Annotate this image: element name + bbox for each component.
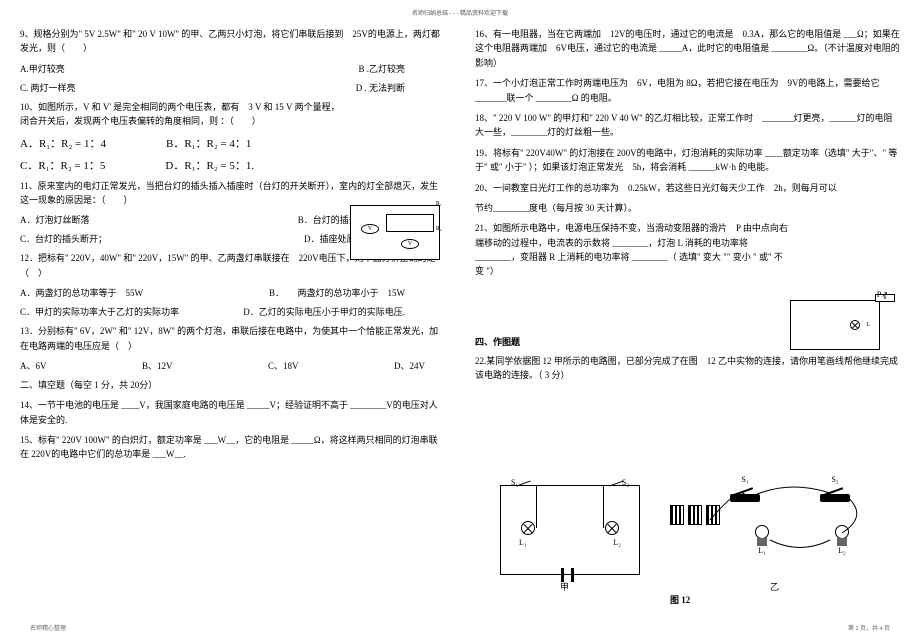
- q13-d: D、24V: [394, 359, 425, 372]
- q21-text: 21、如图所示电路中，电源电压保持不变，当滑动变阻器的滑片 P 由中点向右端移动…: [475, 221, 900, 279]
- section2-title: 二、填空题（每空 1 分，共 20分）: [20, 378, 445, 392]
- q10-d: D．R₁：R₂ = 5：1.: [165, 157, 254, 173]
- q10-b: B．R₁：R₂ = 4：1: [166, 135, 251, 151]
- resistor-r1-label: R₁: [436, 201, 442, 207]
- q13-text: 13．分别标有" 6V，2W" 和" 12V，8W" 的两个灯泡，串联后接在电路…: [20, 324, 445, 353]
- q9-a: A.甲灯较亮: [20, 62, 65, 75]
- lamp-l-icon: [850, 320, 860, 330]
- label-yi: 乙: [770, 580, 779, 593]
- lamp-l-label: L: [866, 322, 870, 328]
- q12-d: D．乙灯的实际电压小于甲灯的实际电压.: [243, 305, 405, 318]
- q21-circuit-diagram: R P↗ L: [790, 300, 890, 360]
- q13-b: B、12V: [142, 359, 173, 372]
- q12-opts-ab: A．两盏灯的总功率等于 55W B． 两盏灯的总功率小于 15W: [20, 286, 445, 299]
- q11-c: C．台灯的插头断开；: [20, 232, 107, 245]
- slider-p: P↗: [877, 290, 888, 299]
- label-l1: L₁: [519, 538, 527, 547]
- q9-c: C. 两灯一样亮: [20, 81, 76, 94]
- q9-b: B .乙灯较亮: [358, 62, 405, 75]
- q19-text: 19、将标有" 220V40W" 的灯泡接在 200V的电路中，灯泡消耗的实际功…: [475, 146, 900, 175]
- voltmeter-v2: V: [401, 239, 419, 249]
- q20b-text: 节约________度电（每月按 30 天计算）。: [475, 201, 900, 215]
- q14-text: 14、一节干电池的电压是 ____V，我国家庭电路的电压是 _____V；经验证…: [20, 398, 445, 427]
- q16-text: 16、有一电阻器，当在它两端加 12V的电压时，通过它的电流是 0.3A，那么它…: [475, 27, 900, 70]
- q12-c: C．甲灯的实际功率大于乙灯的实际功率: [20, 305, 179, 318]
- page-content: 9、规格分别为" 5V 2.5W" 和" 20 V 10W" 的甲、乙两只小灯泡…: [0, 17, 920, 462]
- q13-opts: A、6V B、12V C、18V D、24V: [20, 359, 445, 372]
- q10-a: A．R₁：R₂ = 1：4: [20, 135, 106, 151]
- q10-opts-cd: C．R₁：R₂ = 1：5 D．R₁：R₂ = 5：1.: [20, 157, 445, 173]
- q20-text: 20、一间教室日光灯工作的总功率为 0.25kW，若这些日光灯每天少工作 2h，…: [475, 181, 900, 195]
- voltmeter-v: V: [361, 224, 379, 234]
- wires-icon: [670, 475, 880, 585]
- label-l2: L₂: [613, 538, 621, 547]
- q12-b: B． 两盏灯的总功率小于 15W: [269, 286, 405, 299]
- figure-12: S₁ S₂ L₁ L₂ 甲 S₁ S₂: [490, 475, 890, 605]
- q9-text: 9、规格分别为" 5V 2.5W" 和" 20 V 10W" 的甲、乙两只小灯泡…: [20, 27, 445, 56]
- q9-opts-cd: C. 两灯一样亮 D . 无法判断: [20, 81, 445, 94]
- q9-d: D . 无法判断: [356, 81, 405, 94]
- q11-a: A．灯泡灯丝断落: [20, 213, 90, 226]
- fig12-yi-components: S₁ S₂ L₁ L₂: [670, 475, 880, 585]
- q10-opts-ab: A．R₁：R₂ = 1：4 B．R₁：R₂ = 4：1: [20, 135, 445, 151]
- page-header: 名师归纳总结 - - - 精品资料欢迎下载: [0, 0, 920, 17]
- q10-text: 10、如图所示，V 和 V' 是完全相同的两个电压表，都有 3 V 和 15 V…: [20, 100, 445, 129]
- footer-right: 第 2 页，共 4 页: [848, 623, 890, 632]
- resistor-r2-label: R₂: [436, 226, 442, 232]
- page-footer: 名师精心整理 第 2 页，共 4 页: [0, 623, 920, 632]
- footer-left: 名师精心整理: [30, 623, 66, 632]
- right-column: 16、有一电阻器，当在它两端加 12V的电压时，通过它的电流是 0.3A，那么它…: [475, 27, 900, 462]
- q11-text: 11、原来室内的电灯正常发光，当把台灯的插头插入插座时（台灯的开关断开），室内的…: [20, 179, 445, 208]
- q18-text: 18、" 220 V 100 W" 的甲灯和" 220 V 40 W" 的乙灯相…: [475, 111, 900, 140]
- q9-opts-ab: A.甲灯较亮 B .乙灯较亮: [20, 62, 445, 75]
- q10-circuit-diagram: V V R₁ R₂: [350, 205, 440, 260]
- q12-opts-cd: C．甲灯的实际功率大于乙灯的实际功率 D．乙灯的实际电压小于甲灯的实际电压.: [20, 305, 445, 318]
- q13-c: C、18V: [268, 359, 299, 372]
- q15-text: 15、标有" 220V 100W" 的白炽灯，额定功率是 ___W__，它的电阻…: [20, 433, 445, 462]
- q17-text: 17、一个小灯泡正常工作时两端电压为 6V，电阻为 8Ω，若把它接在电压为 9V…: [475, 76, 900, 105]
- q13-a: A、6V: [20, 359, 47, 372]
- label-jia: 甲: [560, 580, 569, 593]
- q12-a: A．两盏灯的总功率等于 55W: [20, 286, 143, 299]
- q10-c: C．R₁：R₂ = 1：5: [20, 157, 105, 173]
- fig12-jia-circuit: S₁ S₂ L₁ L₂: [500, 485, 640, 575]
- label-tu12: 图 12: [670, 593, 690, 606]
